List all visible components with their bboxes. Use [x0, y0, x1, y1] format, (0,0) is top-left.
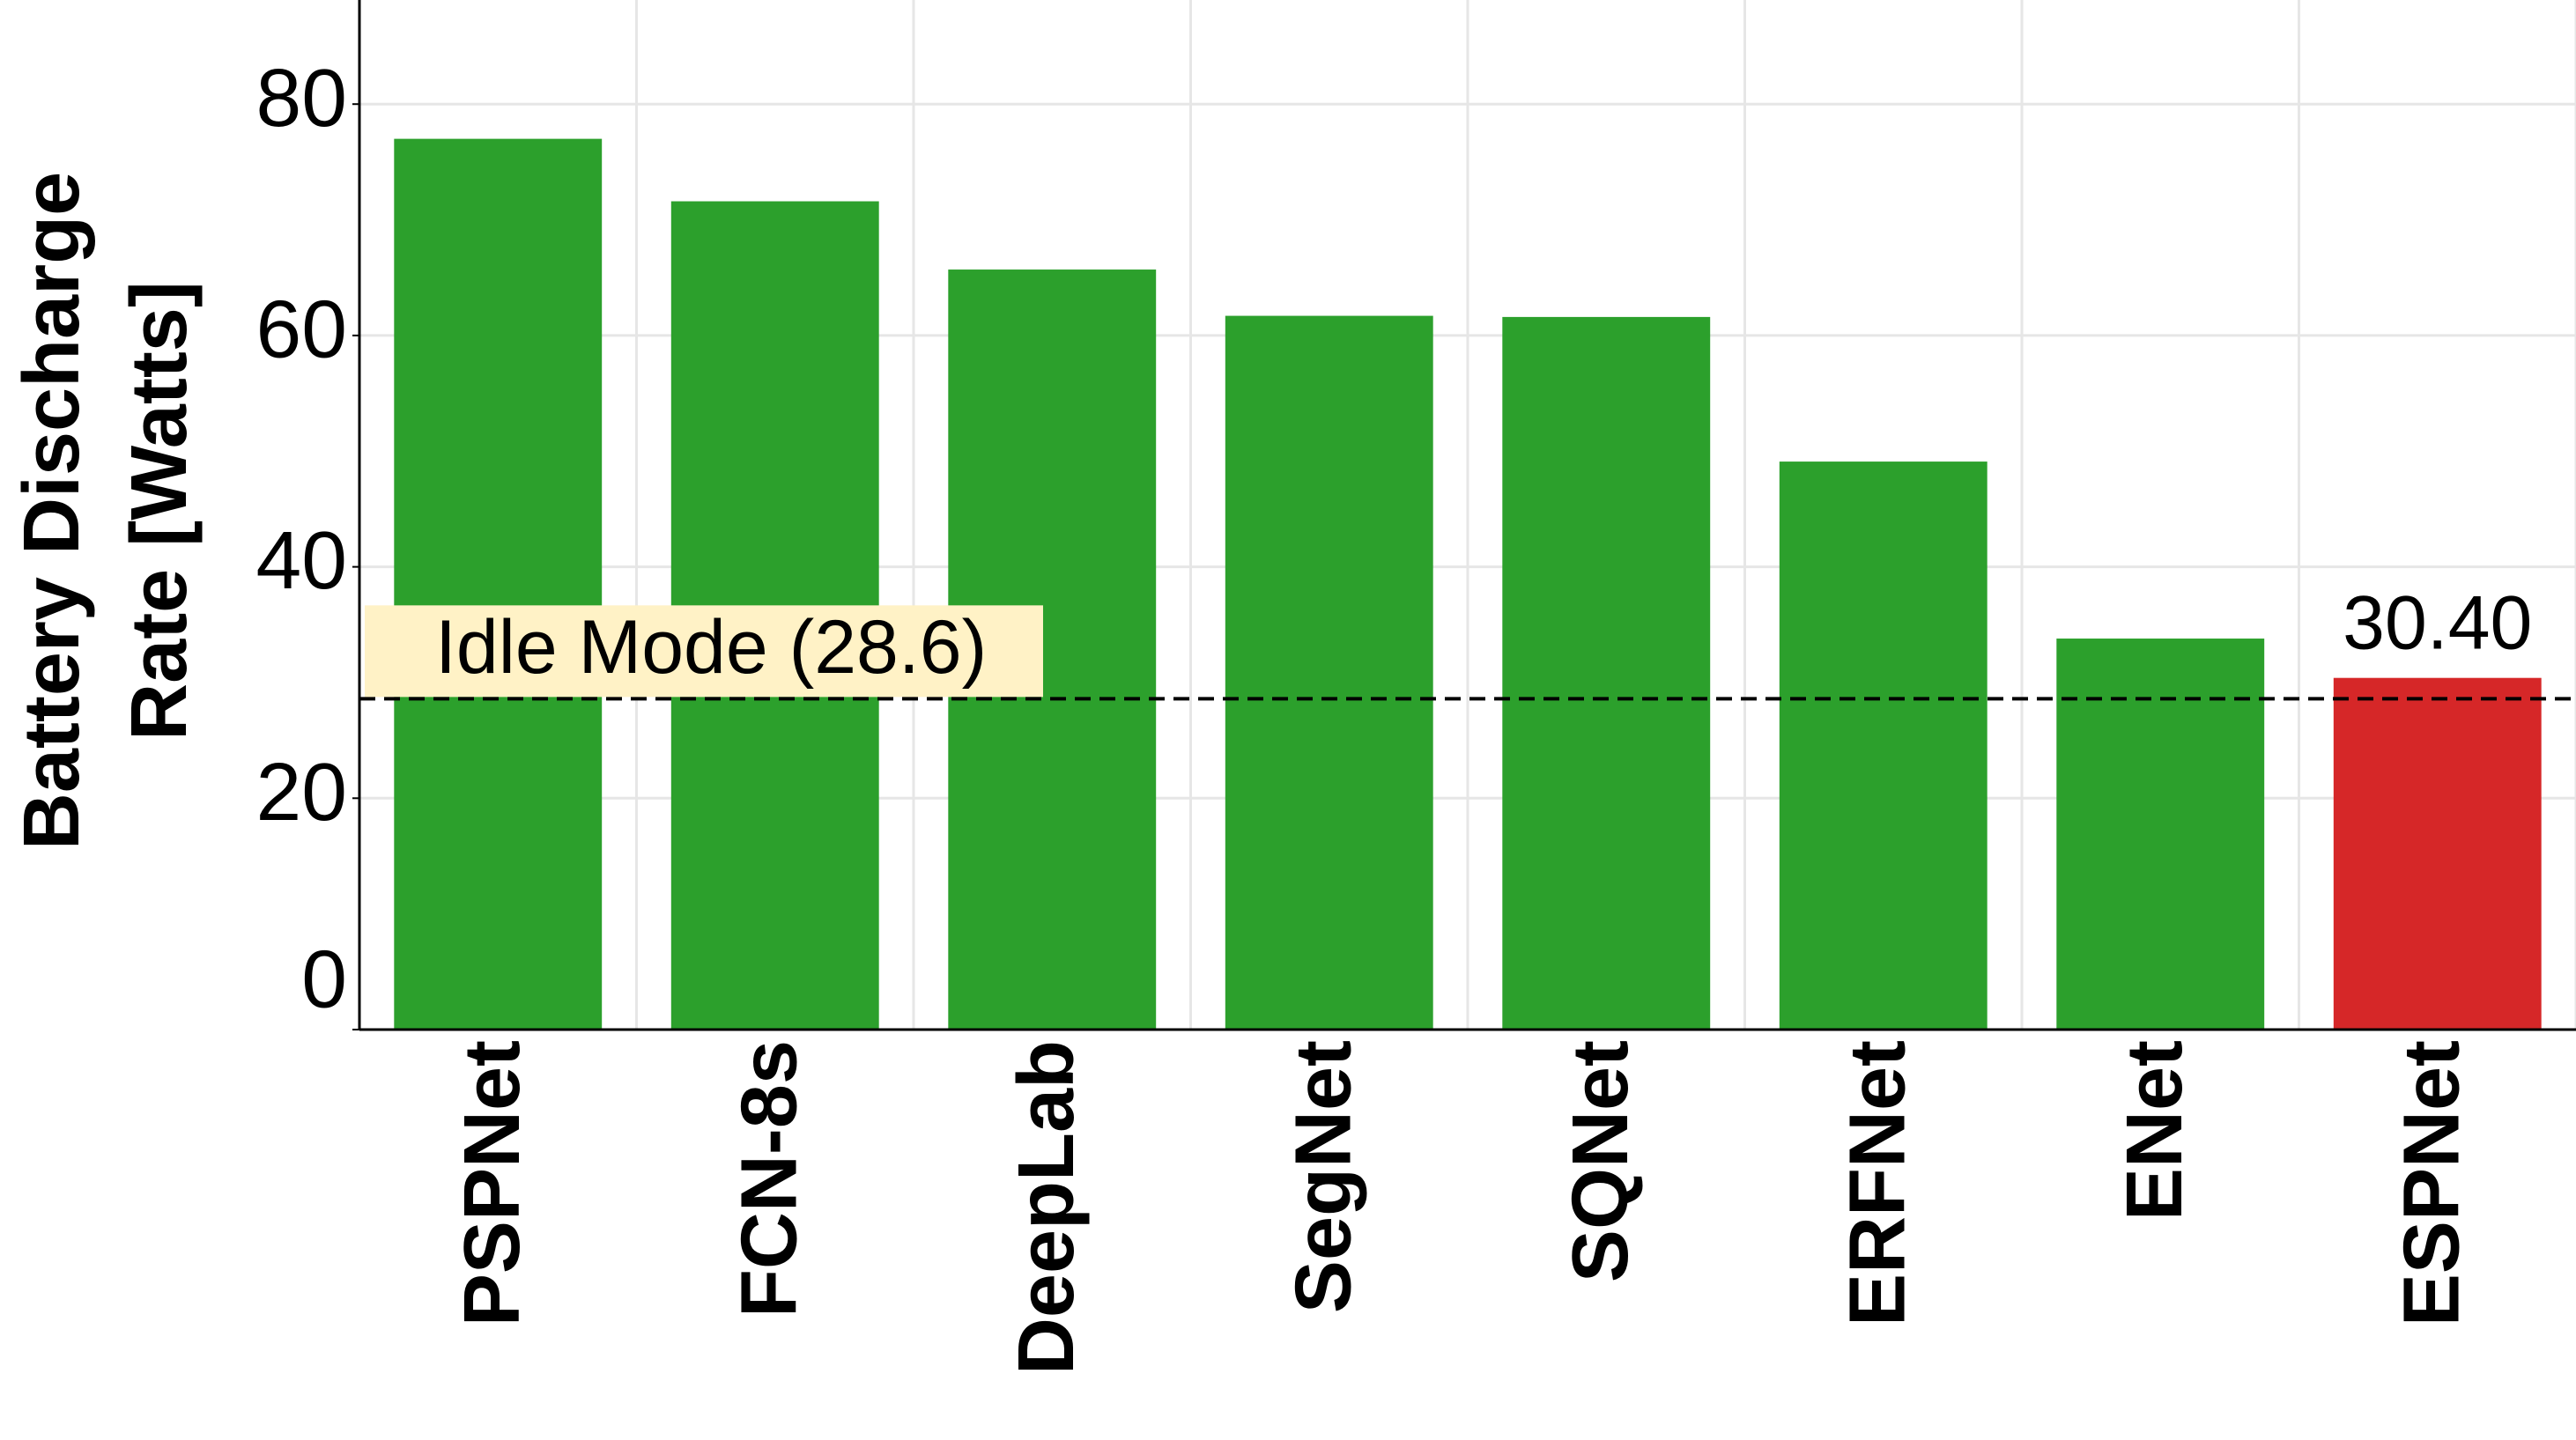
y-tick-label: 80 [256, 52, 347, 144]
annotation-label: Idle Mode (28.6) [435, 605, 987, 690]
x-tick-label: ENet [2111, 1040, 2199, 1221]
x-tick-label: FCN-8s [726, 1040, 814, 1318]
bar [1779, 462, 1988, 1030]
y-tick-label: 60 [256, 283, 347, 374]
bar [1502, 316, 1711, 1030]
y-tick-label: 20 [256, 746, 347, 838]
y-axis-title: Battery Discharge [8, 172, 96, 850]
x-tick-label: SegNet [1280, 1040, 1368, 1313]
bar [1225, 315, 1433, 1030]
x-tick-label: SQNet [1557, 1040, 1645, 1282]
annotation-box [365, 605, 1043, 698]
value-label: 30.40 [2343, 580, 2532, 665]
x-tick-label: PSPNet [448, 1040, 537, 1326]
x-tick-label: ESPNet [2388, 1040, 2476, 1326]
x-tick-label: ERFNet [1834, 1040, 1922, 1326]
bar [394, 138, 603, 1030]
bar [2333, 677, 2542, 1030]
x-tick-label: DeepLab [1003, 1040, 1091, 1375]
y-tick-label: 40 [256, 514, 347, 606]
y-tick-label: 0 [301, 934, 347, 1025]
bar [2056, 639, 2265, 1030]
y-axis-title: Rate [Watts] [115, 281, 204, 741]
